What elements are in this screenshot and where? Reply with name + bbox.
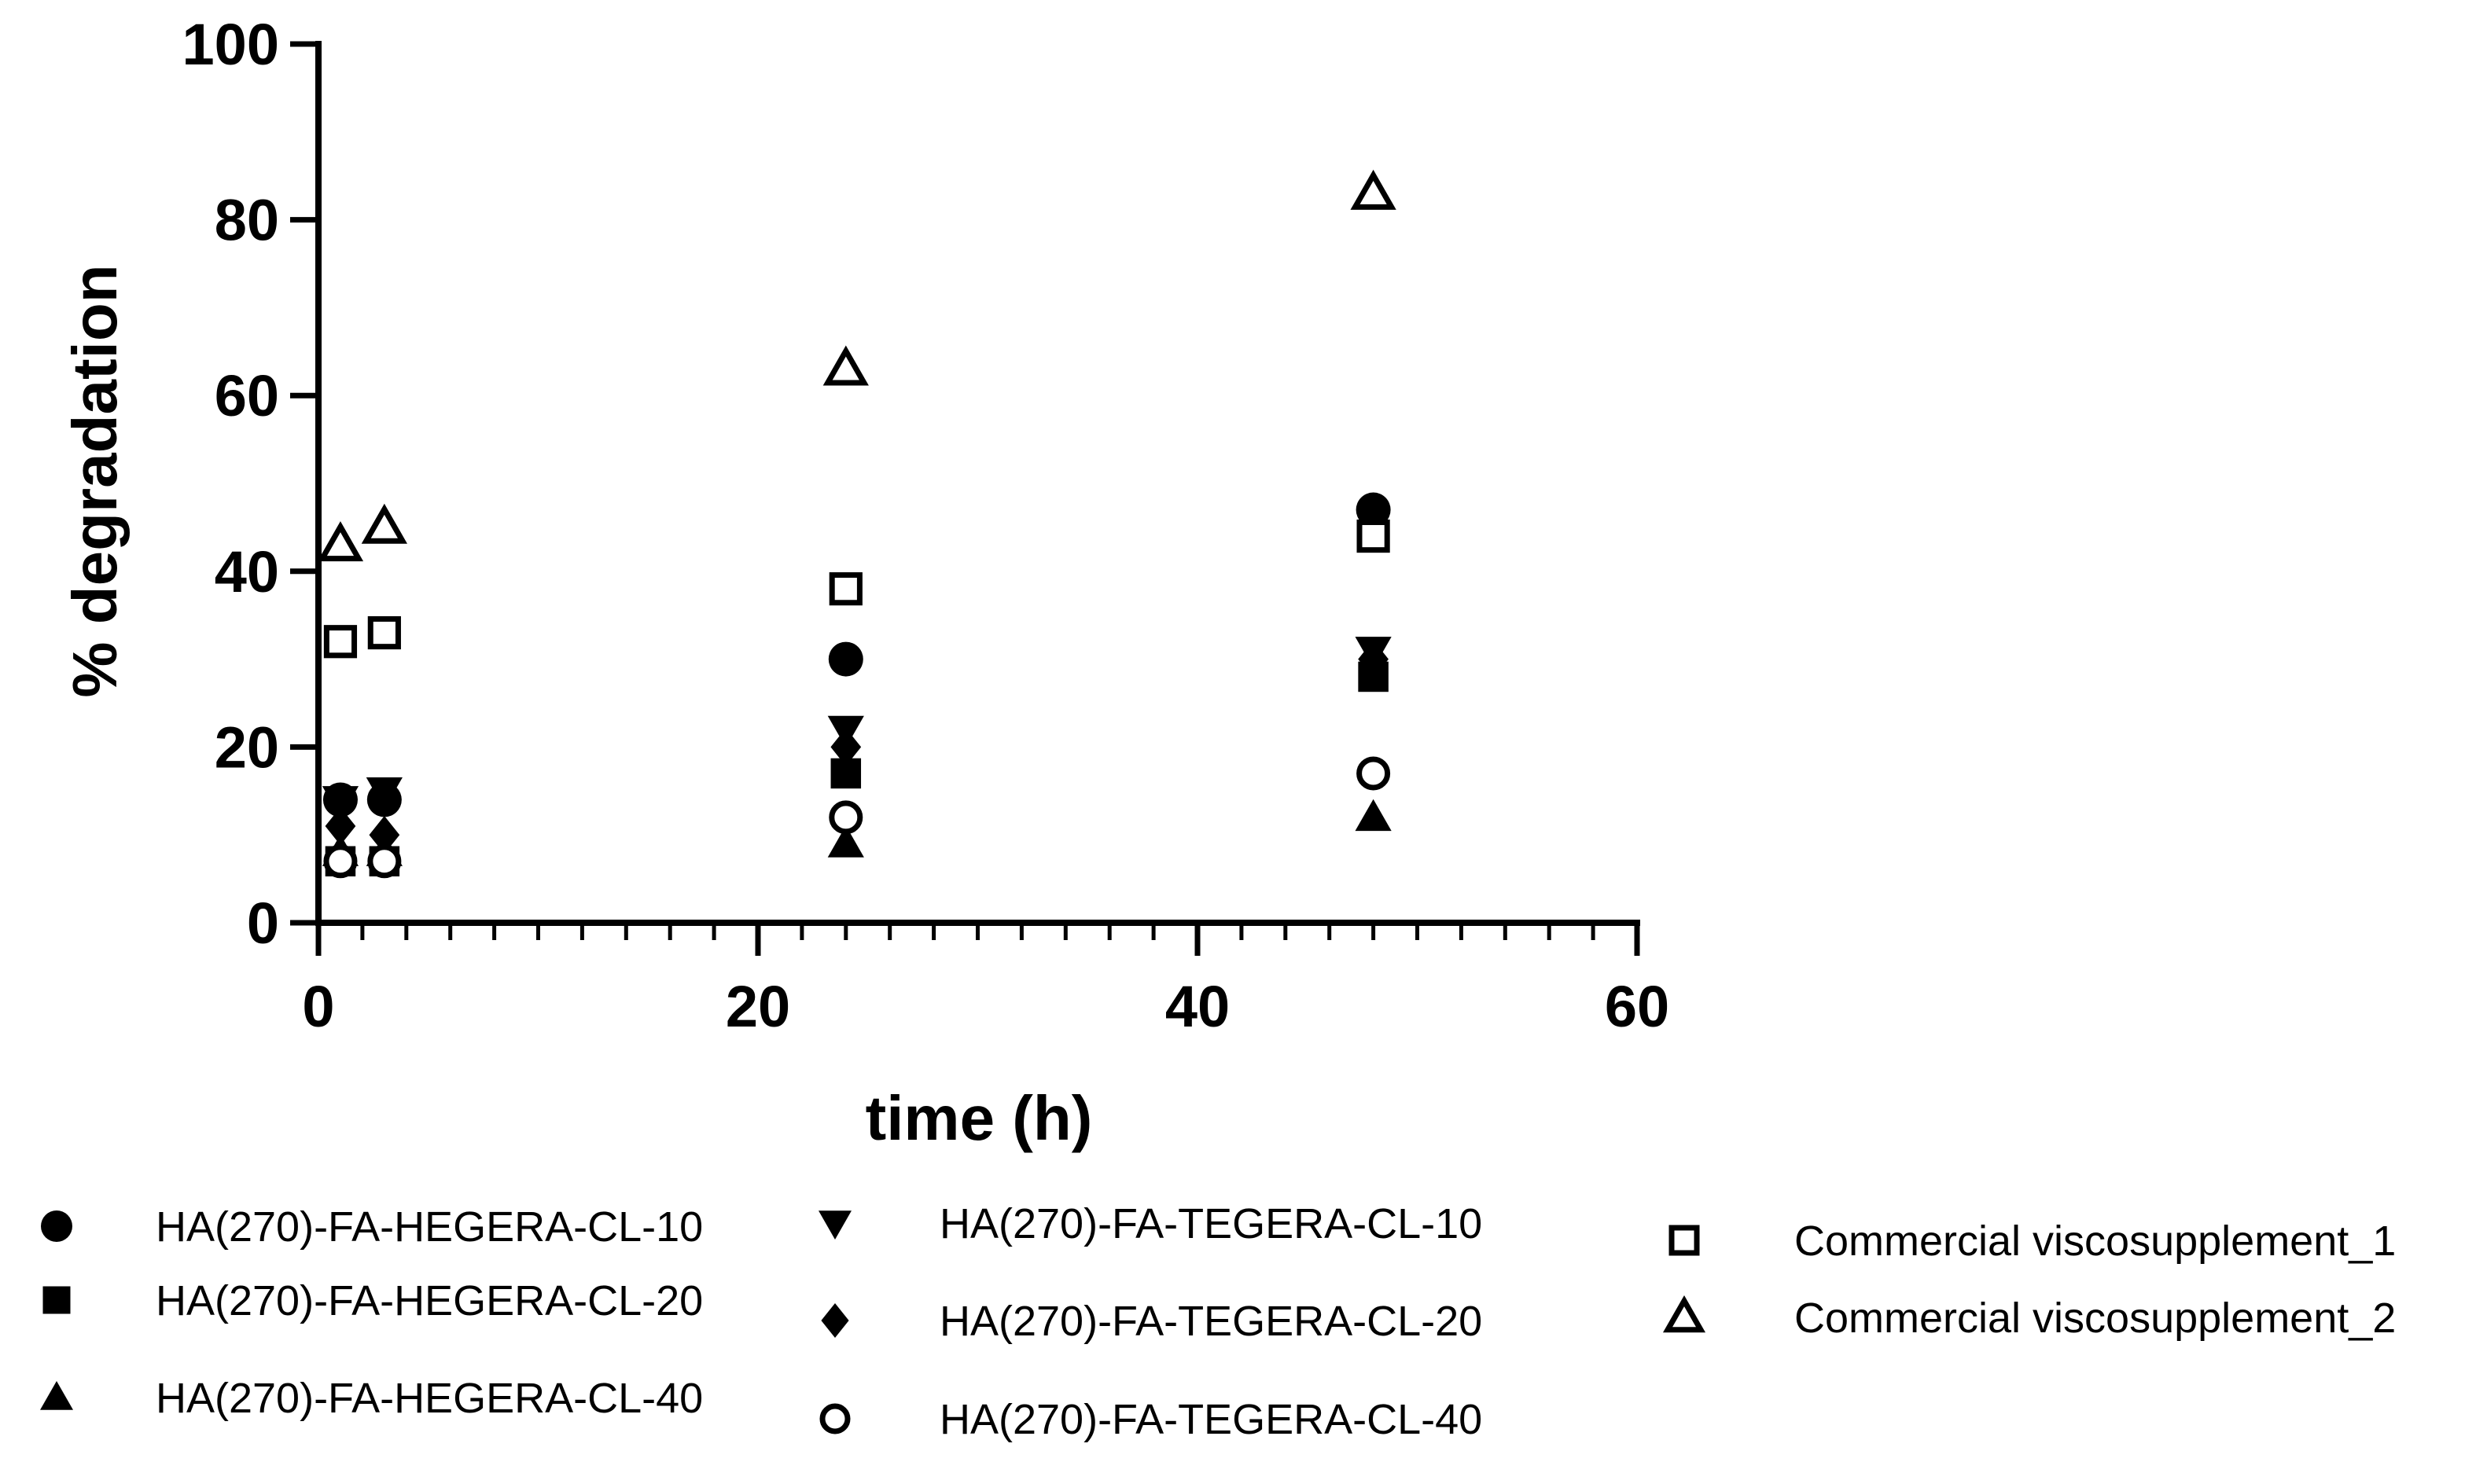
data-points [317, 169, 1396, 879]
legend-marker [41, 1210, 72, 1242]
legend-label: HA(270)-FA-TEGERA-CL-40 [940, 1396, 1482, 1443]
data-point [828, 641, 863, 677]
data-point [1350, 169, 1396, 210]
data-point [1355, 799, 1392, 832]
data-point [1356, 492, 1391, 527]
series-6 [323, 756, 1391, 879]
series-2 [325, 661, 1389, 876]
data-point [322, 786, 359, 818]
data-point [366, 777, 403, 810]
x-tick-label: 40 [1165, 974, 1230, 1039]
data-point [829, 800, 863, 835]
legend: HA(270)-FA-HEGERA-CL-10 HA(270)-FA-HEGERA… [40, 1200, 2396, 1443]
legend-label: HA(270)-FA-TEGERA-CL-10 [940, 1200, 1482, 1247]
x-tick-label: 20 [726, 974, 790, 1039]
data-point [827, 825, 864, 858]
data-point [369, 816, 400, 854]
legend-label: HA(270)-FA-TEGERA-CL-20 [940, 1298, 1482, 1345]
data-point [830, 728, 862, 766]
x-tick-label: 0 [302, 974, 334, 1039]
legend-item: HA(270)-FA-TEGERA-CL-40 [819, 1396, 1482, 1443]
data-point [323, 625, 358, 659]
legend-item: Commercial viscosupplement_1 [1668, 1218, 2396, 1265]
series-5 [325, 640, 1389, 854]
data-point [1358, 640, 1389, 678]
data-point [323, 844, 358, 879]
legend-item: HA(270)-FA-TEGERA-CL-10 [819, 1200, 1482, 1247]
legend-marker [819, 1403, 851, 1434]
y-tick-label: 60 [215, 363, 279, 428]
legend-label: HA(270)-FA-HEGERA-CL-10 [156, 1203, 703, 1251]
legend-marker [821, 1303, 849, 1338]
y-tick-label: 0 [247, 891, 279, 956]
data-point [829, 572, 863, 606]
legend-item: HA(270)-FA-HEGERA-CL-40 [40, 1375, 703, 1422]
data-point [361, 503, 407, 544]
x-tick-label: 60 [1605, 974, 1669, 1039]
data-point [317, 521, 364, 562]
data-point [1356, 756, 1391, 791]
legend-label: HA(270)-FA-HEGERA-CL-20 [156, 1277, 703, 1324]
x-axis-title: time (h) [866, 1083, 1093, 1153]
legend-label: Commercial viscosupplement_2 [1794, 1295, 2396, 1342]
y-axis-title: % degradation [60, 264, 130, 697]
legend-marker [819, 1210, 852, 1240]
series-7 [323, 519, 1390, 659]
axes: 0 20 40 60 80 100 0 20 40 60 [182, 12, 1670, 1039]
legend-marker [1662, 1295, 1706, 1333]
data-point [367, 615, 401, 650]
y-tick-label: 100 [182, 12, 279, 77]
legend-item: Commercial viscosupplement_2 [1662, 1295, 2396, 1342]
data-point [1356, 519, 1390, 553]
legend-item: HA(270)-FA-TEGERA-CL-20 [821, 1298, 1482, 1345]
legend-item: HA(270)-FA-HEGERA-CL-10 [41, 1203, 703, 1251]
series-8 [317, 169, 1396, 562]
data-point [325, 806, 356, 846]
y-tick-label: 80 [215, 188, 279, 253]
legend-marker [42, 1286, 71, 1314]
legend-label: HA(270)-FA-HEGERA-CL-40 [156, 1375, 703, 1422]
legend-item: HA(270)-FA-HEGERA-CL-20 [42, 1277, 703, 1324]
legend-marker [40, 1381, 73, 1410]
legend-label: Commercial viscosupplement_1 [1794, 1218, 2396, 1265]
y-tick-label: 40 [215, 539, 279, 604]
legend-marker [1668, 1225, 1700, 1256]
data-point [822, 345, 869, 386]
y-tick-label: 20 [215, 714, 279, 780]
data-point [367, 844, 402, 879]
